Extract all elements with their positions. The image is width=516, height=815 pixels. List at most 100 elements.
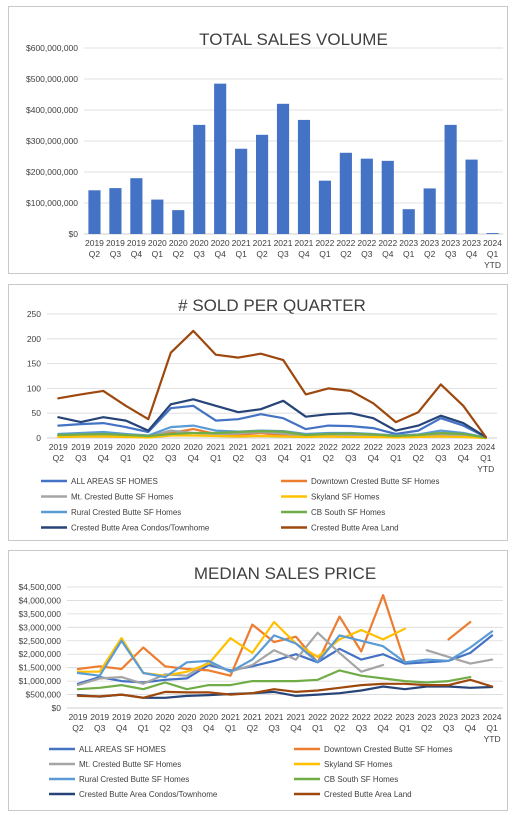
x-tick-label: Q2: [323, 453, 335, 463]
x-tick-label: Q2: [89, 249, 101, 259]
x-tick-label: YTD: [484, 260, 501, 270]
bar: [172, 210, 185, 234]
x-tick-label: 2022: [315, 238, 334, 248]
x-tick-label: 2020: [211, 238, 230, 248]
x-tick-label: 2021: [243, 712, 262, 722]
y-tick-label: 150: [27, 359, 41, 369]
x-tick-label: Q4: [382, 249, 394, 259]
sold-per-quarter-chart: # SOLD PER QUARTER0501001502002502019Q22…: [27, 296, 497, 533]
x-tick-label: 2023: [461, 712, 480, 722]
x-tick-label: 2024: [476, 442, 495, 452]
x-tick-label: 2022: [336, 238, 355, 248]
y-tick-label: $500,000: [26, 690, 62, 700]
y-tick-label: $200,000,000: [26, 167, 78, 177]
series-line: [76, 593, 406, 677]
x-tick-label: Q2: [143, 453, 155, 463]
x-tick-label: Q4: [465, 723, 477, 733]
total-sales-volume-panel: TOTAL SALES VOLUME $0 $100,000,000 $200,000…: [8, 6, 508, 274]
bar: [130, 178, 143, 234]
x-tick-label: Q2: [173, 249, 185, 259]
series-line: [425, 649, 494, 665]
x-tick-label: Q3: [94, 723, 106, 733]
legend-label: Crested Butte Area Condos/Townhome: [79, 790, 218, 799]
x-tick-label: Q3: [268, 723, 280, 733]
x-tick-label: 2023: [409, 442, 428, 452]
x-tick-label: 2020: [148, 238, 167, 248]
x-tick-label: 2024: [483, 238, 502, 248]
x-tick-label: 2020: [184, 442, 203, 452]
x-tick-label: 2023: [386, 442, 405, 452]
x-tick-label: Q4: [116, 723, 128, 733]
y-tick-label: $100,000,000: [26, 198, 78, 208]
series-line: [76, 669, 472, 691]
x-tick-label: 2020: [190, 238, 209, 248]
legend-label: Crested Butte Area Land: [324, 790, 412, 799]
x-tick-label: 2019: [94, 442, 113, 452]
x-tick-label: 2020: [177, 712, 196, 722]
y-tick-label: $300,000,000: [26, 136, 78, 146]
x-tick-label: 2021: [206, 442, 225, 452]
x-tick-label: Q1: [480, 453, 492, 463]
x-tick-label: Q3: [255, 453, 267, 463]
x-tick-label: Q3: [445, 249, 457, 259]
y-tick-label: $3,500,000: [18, 609, 61, 619]
x-tick-label: 2019: [106, 238, 125, 248]
x-tick-label: Q4: [458, 453, 470, 463]
x-tick-label: Q3: [361, 249, 373, 259]
chart-title: TOTAL SALES VOLUME: [199, 30, 388, 49]
x-tick-label: 2020: [116, 442, 135, 452]
x-tick-label: 2020: [156, 712, 175, 722]
x-tick-label: 2019: [68, 712, 87, 722]
legend-label: Rural Crested Butte SF Homes: [79, 775, 189, 784]
x-tick-label: Q4: [466, 249, 478, 259]
legend-label: CB South SF Homes: [311, 508, 385, 517]
x-tick-label: 2021: [232, 238, 251, 248]
y-tick-label: 250: [27, 309, 41, 319]
x-tick-label: 2020: [134, 712, 153, 722]
bar: [402, 209, 415, 234]
bar: [339, 152, 352, 234]
x-tick-label: Q4: [131, 249, 143, 259]
x-tick-label: Q2: [340, 249, 352, 259]
bar: [381, 160, 394, 234]
x-tick-label: Q2: [72, 723, 84, 733]
x-tick-label: Q4: [290, 723, 302, 733]
x-tick-label: 2022: [296, 442, 315, 452]
x-tick-label: Q3: [443, 723, 455, 733]
x-tick-label: Q2: [256, 249, 268, 259]
x-tick-label: 2020: [139, 442, 158, 452]
x-tick-label: 2023: [420, 238, 439, 248]
x-tick-label: 2024: [483, 712, 502, 722]
chart-title: MEDIAN SALES PRICE: [194, 564, 376, 583]
x-tick-label: 2022: [341, 442, 360, 452]
x-tick-label: 2022: [330, 712, 349, 722]
y-tick-label: $0: [52, 703, 62, 713]
x-tick-label: Q2: [334, 723, 346, 733]
y-tick-label: $1,000,000: [18, 676, 61, 686]
x-tick-label: Q4: [215, 249, 227, 259]
x-tick-label: Q1: [312, 723, 324, 733]
x-tick-label: 2022: [357, 238, 376, 248]
x-tick-label: 2019: [112, 712, 131, 722]
x-tick-label: Q4: [98, 453, 110, 463]
x-tick-label: Q2: [413, 453, 425, 463]
y-tick-label: $600,000,000: [26, 43, 78, 53]
x-tick-label: Q1: [225, 723, 237, 733]
bar: [444, 124, 457, 234]
y-tick-label: $400,000,000: [26, 105, 78, 115]
series-line: [57, 404, 487, 439]
y-tick-label: $3,000,000: [18, 622, 61, 632]
x-tick-label: Q1: [399, 723, 411, 733]
bar: [318, 180, 332, 234]
legend-label: Skyland SF Homes: [311, 493, 379, 502]
x-tick-label: 2020: [169, 238, 188, 248]
x-tick-label: 2021: [295, 238, 314, 248]
x-tick-label: Q2: [247, 723, 259, 733]
x-tick-label: Q1: [403, 249, 415, 259]
bar: [214, 83, 227, 235]
series-line: [57, 430, 487, 439]
x-tick-label: 2019: [90, 712, 109, 722]
bar: [151, 199, 164, 234]
x-tick-label: 2022: [364, 442, 383, 452]
series-line: [76, 678, 494, 699]
